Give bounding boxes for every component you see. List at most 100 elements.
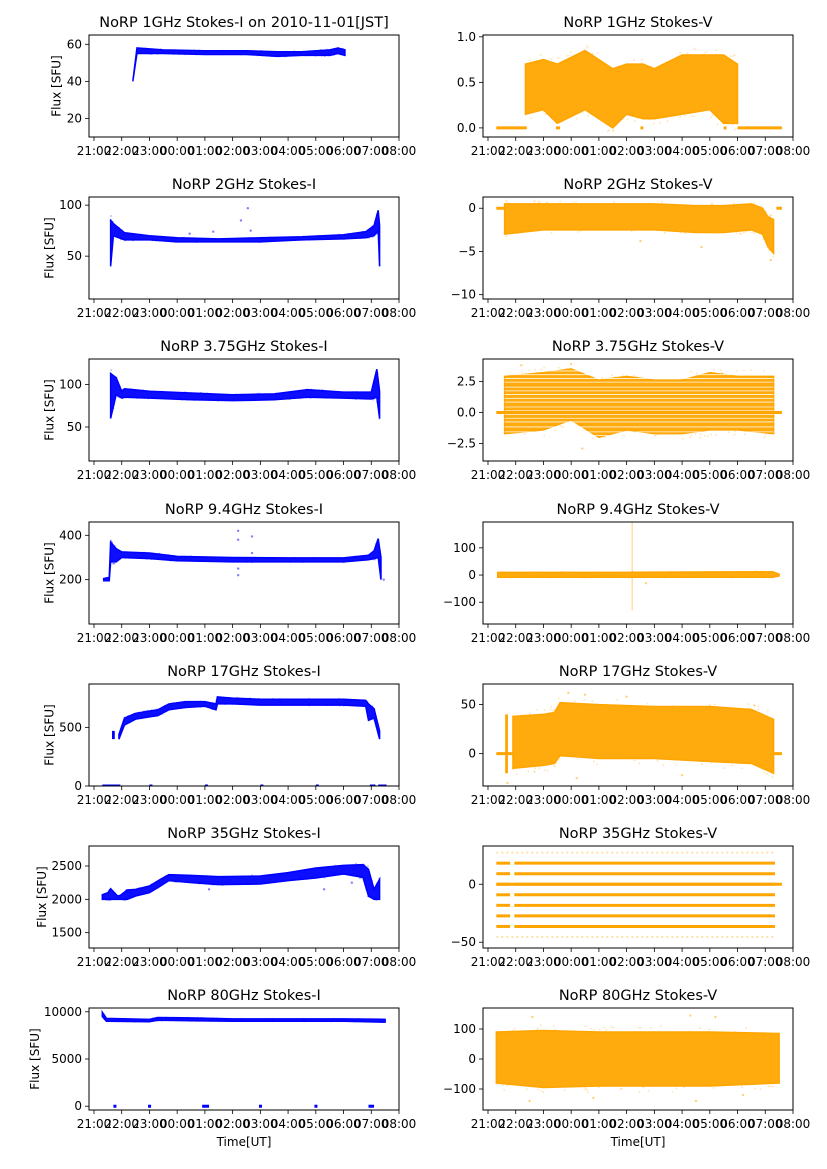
subplot-title: NoRP 2GHz Stokes-V xyxy=(563,177,712,193)
data-point xyxy=(583,693,587,696)
x-tick-label: 03:00 xyxy=(637,306,672,320)
data-point xyxy=(558,576,561,579)
data-point xyxy=(236,538,240,541)
x-tick-label: 00:00 xyxy=(554,1117,589,1131)
data-point xyxy=(301,561,304,564)
data-point xyxy=(619,1088,622,1090)
x-tick-label: 02:00 xyxy=(609,955,644,969)
data-point xyxy=(239,219,243,222)
data-point xyxy=(113,562,115,565)
x-tick-label: 22:00 xyxy=(498,631,533,645)
x-tick-label: 00:00 xyxy=(160,1117,195,1131)
data-point xyxy=(125,231,128,234)
data-point xyxy=(105,898,108,901)
data-point xyxy=(308,238,311,241)
data-point xyxy=(379,576,382,579)
data-point xyxy=(167,52,170,55)
data-point xyxy=(569,362,573,366)
data-point xyxy=(661,571,663,573)
x-tick-label: 04:00 xyxy=(665,631,700,645)
x-tick-label: 02:00 xyxy=(609,793,644,807)
data-point xyxy=(736,370,738,372)
data-point xyxy=(358,877,361,879)
data-point xyxy=(641,1085,644,1088)
data-point xyxy=(110,541,113,544)
y-tick-label: 1500 xyxy=(51,926,82,940)
data-point xyxy=(723,767,726,770)
data-point xyxy=(713,368,716,371)
data-point xyxy=(734,1030,737,1033)
data-point xyxy=(236,696,239,699)
data-point xyxy=(593,760,595,763)
data-point xyxy=(118,396,121,399)
data-point xyxy=(177,53,180,56)
data-point xyxy=(695,372,698,375)
data-point xyxy=(633,59,636,61)
x-tick-label: 00:00 xyxy=(160,955,195,969)
data-point xyxy=(246,883,249,886)
data-point xyxy=(172,701,175,704)
data-point xyxy=(506,200,509,203)
data-point xyxy=(546,201,549,204)
x-tick-label: 01:00 xyxy=(188,793,223,807)
x-tick-label: 03:00 xyxy=(637,793,672,807)
data-point xyxy=(212,230,215,233)
data-point xyxy=(571,201,574,204)
data-point xyxy=(365,888,368,890)
data-point xyxy=(143,710,146,713)
x-tick-label: 07:00 xyxy=(354,793,389,807)
data-point xyxy=(114,891,116,894)
data-point xyxy=(103,1017,106,1020)
y-tick-label: 60 xyxy=(67,37,82,51)
data-point xyxy=(630,230,633,233)
x-tick-label: 08:00 xyxy=(776,1117,811,1131)
x-tick-label: 04:00 xyxy=(271,793,306,807)
y-tick-label: 0.5 xyxy=(457,75,476,89)
data-point xyxy=(243,49,246,52)
data-point xyxy=(197,1019,200,1022)
data-point xyxy=(211,884,214,886)
x-tick-label: 21:00 xyxy=(471,306,506,320)
data-point xyxy=(342,561,345,564)
x-tick-label: 05:00 xyxy=(299,793,334,807)
data-point xyxy=(745,230,747,233)
subplot-title: NoRP 80GHz Stokes-V xyxy=(559,988,717,1004)
data-point xyxy=(321,389,324,391)
data-point xyxy=(328,54,331,57)
plot-area xyxy=(132,46,346,82)
x-tick-label: 07:00 xyxy=(354,468,389,482)
data-point xyxy=(681,437,684,440)
data-point xyxy=(323,54,326,57)
data-point xyxy=(542,1091,545,1094)
data-point xyxy=(603,436,606,438)
data-point xyxy=(596,763,598,766)
data-point xyxy=(581,447,584,450)
x-tick-label: 01:00 xyxy=(582,144,617,158)
subplot-title: NoRP 1GHz Stokes-V xyxy=(563,15,712,31)
data-point xyxy=(164,240,167,243)
data-point xyxy=(648,118,651,121)
data-point xyxy=(338,697,341,700)
subplot-title: NoRP 35GHz Stokes-I xyxy=(167,826,321,842)
data-point xyxy=(211,701,214,704)
x-tick-label: 02:00 xyxy=(609,306,644,320)
x-tick-label: 01:00 xyxy=(582,1117,617,1131)
data-point xyxy=(124,556,126,559)
data-point xyxy=(690,370,693,373)
data-point xyxy=(332,54,335,56)
data-point xyxy=(729,55,732,58)
data-band xyxy=(512,701,775,775)
data-point xyxy=(549,708,552,711)
data-point xyxy=(686,52,689,55)
data-point xyxy=(691,576,694,579)
data-point xyxy=(766,709,769,712)
data-point xyxy=(319,49,322,51)
data-point xyxy=(675,1087,678,1090)
data-point xyxy=(159,713,162,716)
data-point xyxy=(111,562,114,565)
data-point xyxy=(359,237,362,239)
x-tick-label: 06:00 xyxy=(326,631,361,645)
data-point xyxy=(172,554,175,557)
x-tick-label: 00:00 xyxy=(160,306,195,320)
x-tick-label: 22:00 xyxy=(498,793,533,807)
